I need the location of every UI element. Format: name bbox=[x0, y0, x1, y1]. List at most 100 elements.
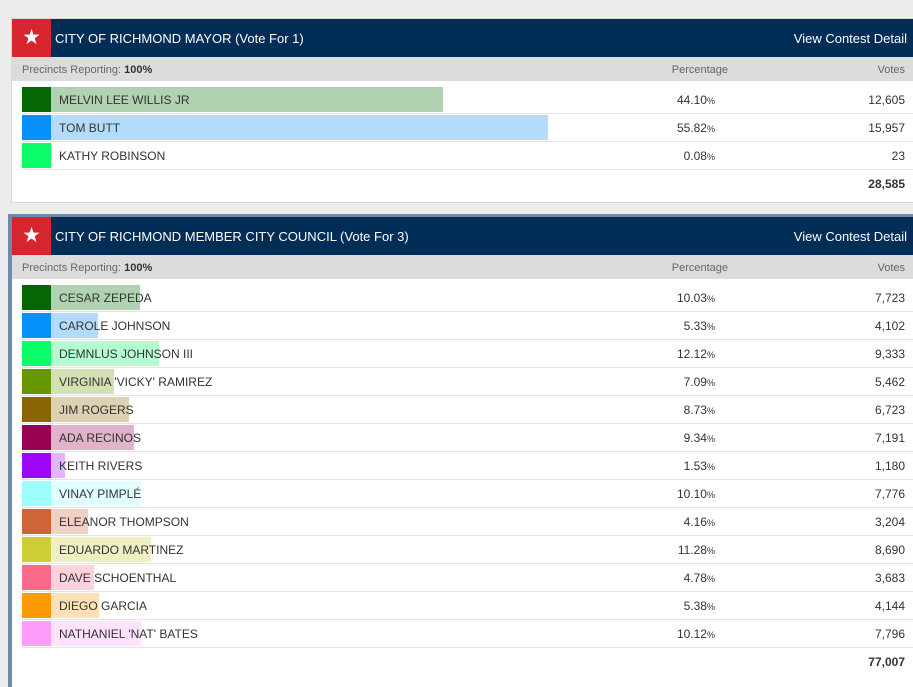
percent-sign: % bbox=[706, 152, 715, 162]
candidate-name: KEITH RIVERS bbox=[59, 459, 143, 473]
candidate-votes: 9,333 bbox=[874, 347, 905, 361]
candidate-percentage: 5.38% bbox=[684, 600, 715, 614]
candidate-color-swatch bbox=[22, 341, 51, 366]
percent-sign: % bbox=[706, 322, 715, 332]
candidate-color-swatch bbox=[22, 143, 51, 168]
total-votes: 77,007 bbox=[868, 655, 905, 669]
vote-share-bar bbox=[51, 537, 151, 562]
candidate-name: ADA RECINOS bbox=[59, 431, 142, 445]
precincts-value: 100% bbox=[124, 64, 153, 76]
candidate-color-swatch bbox=[22, 621, 51, 646]
candidate-name: NATHANIEL 'NAT' BATES bbox=[59, 627, 198, 641]
total-row: 28,585 bbox=[12, 170, 913, 194]
candidate-color-swatch bbox=[22, 87, 51, 112]
candidate-color-swatch bbox=[22, 115, 51, 140]
percent-sign: % bbox=[706, 124, 715, 134]
column-header-row: Precincts Reporting: 100% Percentage Vot… bbox=[12, 57, 913, 81]
view-contest-detail-link[interactable]: View Contest Detail bbox=[793, 31, 907, 46]
candidate-votes: 5,462 bbox=[874, 375, 905, 389]
percent-sign: % bbox=[706, 434, 715, 444]
candidate-color-swatch bbox=[22, 425, 51, 450]
vote-share-bar bbox=[51, 593, 99, 618]
candidate-percentage: 10.10% bbox=[677, 488, 715, 502]
candidate-color-swatch bbox=[22, 593, 51, 618]
candidate-percentage: 0.08% bbox=[684, 150, 715, 164]
percent-sign: % bbox=[706, 350, 715, 360]
precincts-label: Precincts Reporting: bbox=[22, 64, 122, 76]
vote-share-bar bbox=[51, 115, 548, 140]
percentage-value: 55.82 bbox=[676, 121, 707, 135]
candidate-votes: 3,683 bbox=[874, 571, 905, 585]
candidate-row: JIM ROGERS 8.73% 6,723 bbox=[22, 396, 913, 424]
vote-share-bar bbox=[51, 369, 114, 394]
vote-share-bar bbox=[51, 341, 159, 366]
candidate-votes: 15,957 bbox=[868, 121, 905, 135]
vote-share-bar bbox=[51, 143, 52, 168]
vote-share-bar bbox=[51, 425, 134, 450]
percentage-value: 4.78 bbox=[683, 571, 707, 585]
precincts-value: 100% bbox=[124, 262, 153, 274]
star-icon: ★ bbox=[22, 223, 41, 247]
percent-sign: % bbox=[706, 294, 715, 304]
candidate-name: ELEANOR THOMPSON bbox=[59, 515, 189, 529]
vote-share-bar bbox=[51, 481, 141, 506]
candidate-row: KATHY ROBINSON 0.08% 23 bbox=[22, 142, 913, 170]
candidate-color-swatch bbox=[22, 481, 51, 506]
percentage-header: Percentage bbox=[671, 262, 728, 274]
percentage-value: 0.08 bbox=[683, 149, 707, 163]
candidate-votes: 7,191 bbox=[874, 431, 905, 445]
vote-share-bar bbox=[51, 285, 140, 310]
percent-sign: % bbox=[706, 462, 715, 472]
vote-share-bar bbox=[51, 87, 443, 112]
candidate-percentage: 55.82% bbox=[677, 122, 715, 136]
candidate-color-swatch bbox=[22, 453, 51, 478]
percentage-value: 1.53 bbox=[683, 459, 707, 473]
view-contest-detail-link[interactable]: View Contest Detail bbox=[793, 229, 907, 244]
candidate-color-swatch bbox=[22, 537, 51, 562]
candidate-votes: 4,144 bbox=[874, 599, 905, 613]
percent-sign: % bbox=[706, 378, 715, 388]
candidate-color-swatch bbox=[22, 369, 51, 394]
candidate-row: CAROLE JOHNSON 5.33% 4,102 bbox=[22, 312, 913, 340]
candidate-name: CAROLE JOHNSON bbox=[59, 319, 171, 333]
percentage-value: 5.33 bbox=[683, 319, 707, 333]
candidate-percentage: 44.10% bbox=[677, 94, 715, 108]
candidate-row: DIEGO GARCIA 5.38% 4,144 bbox=[22, 592, 913, 620]
percent-sign: % bbox=[706, 518, 715, 528]
precincts-reporting: Precincts Reporting: 100% bbox=[22, 64, 152, 76]
candidate-name: VINAY PIMPLÉ bbox=[59, 487, 142, 501]
percentage-value: 11.28 bbox=[677, 543, 707, 557]
candidate-percentage: 5.33% bbox=[684, 320, 715, 334]
star-badge: ★ bbox=[12, 217, 51, 255]
candidate-color-swatch bbox=[22, 313, 51, 338]
percentage-value: 10.10 bbox=[676, 487, 707, 501]
contest-header: ★ CITY OF RICHMOND MAYOR (Vote For 1) Vi… bbox=[12, 19, 913, 57]
candidate-percentage: 7.09% bbox=[684, 376, 715, 390]
candidate-votes: 12,605 bbox=[868, 93, 905, 107]
candidate-row: ADA RECINOS 9.34% 7,191 bbox=[22, 424, 913, 452]
candidate-percentage: 1.53% bbox=[684, 460, 715, 474]
candidate-name: VIRGINIA 'VICKY' RAMIREZ bbox=[59, 375, 213, 389]
precincts-label: Precincts Reporting: bbox=[22, 262, 122, 274]
percentage-value: 5.38 bbox=[683, 599, 707, 613]
percentage-header: Percentage bbox=[671, 64, 728, 76]
candidate-name: DAVE SCHOENTHAL bbox=[59, 571, 177, 585]
total-votes: 28,585 bbox=[868, 177, 905, 191]
contest-city-council: ★ CITY OF RICHMOND MEMBER CITY COUNCIL (… bbox=[8, 214, 913, 687]
percentage-value: 4.16 bbox=[683, 515, 707, 529]
candidate-row: EDUARDO MARTINEZ 11.28% 8,690 bbox=[22, 536, 913, 564]
candidate-name: CESAR ZEPEDA bbox=[59, 291, 152, 305]
vote-share-bar bbox=[51, 621, 141, 646]
percentage-value: 12.12 bbox=[676, 347, 707, 361]
candidate-name: JIM ROGERS bbox=[59, 403, 134, 417]
candidate-name: DIEGO GARCIA bbox=[59, 599, 148, 613]
candidate-votes: 3,204 bbox=[874, 515, 905, 529]
candidate-percentage: 11.28% bbox=[678, 544, 715, 558]
percent-sign: % bbox=[706, 406, 715, 416]
percent-sign: % bbox=[706, 96, 715, 106]
contest-title: CITY OF RICHMOND MAYOR (Vote For 1) bbox=[55, 31, 304, 46]
candidate-votes: 8,690 bbox=[874, 543, 905, 557]
candidate-name: KATHY ROBINSON bbox=[59, 149, 166, 163]
candidate-votes: 6,723 bbox=[874, 403, 905, 417]
votes-header: Votes bbox=[877, 262, 905, 274]
